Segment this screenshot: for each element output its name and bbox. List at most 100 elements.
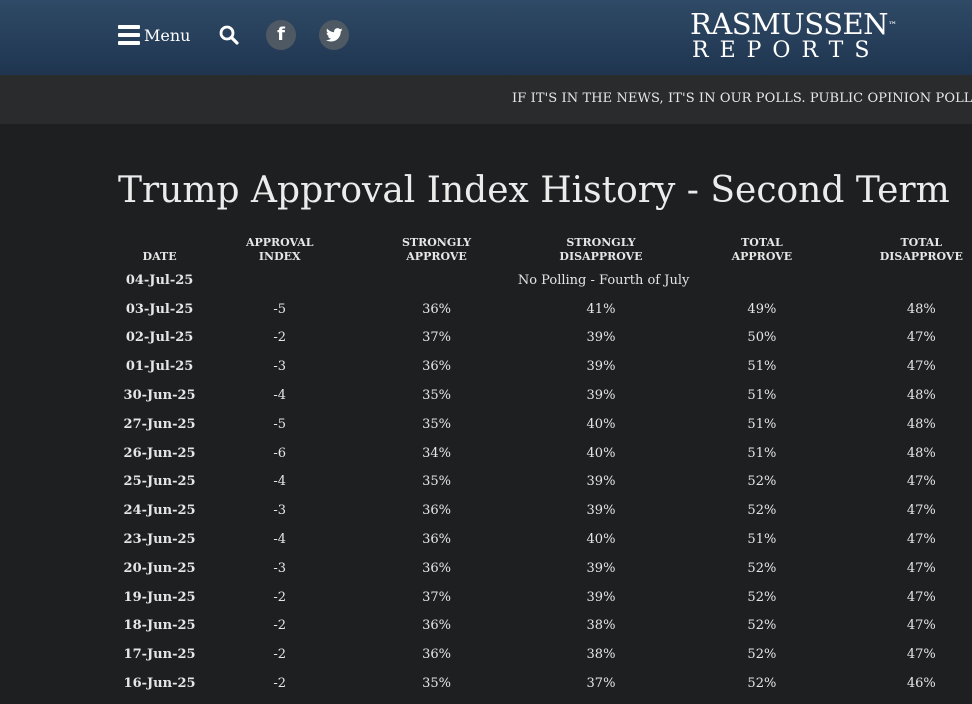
cell-strongly-disapprove: 39% [586, 560, 616, 576]
cell-date: 24-Jun-25 [123, 503, 196, 519]
cell-total-disapprove: 48% [906, 388, 936, 404]
table-header-row: DATE APPROVAL INDEX STRONGLY APPROVE STRONGLY… [100, 230, 972, 266]
column-header-total-disapprove: TOTAL DISAPPROVE [855, 230, 972, 266]
cell-date: 19-Jun-25 [123, 589, 196, 605]
cell-date: 25-Jun-25 [123, 474, 196, 490]
column-header-line2: INDEX [258, 250, 301, 263]
facebook-button[interactable]: f [266, 20, 296, 50]
cell-total-disapprove: 47% [906, 503, 936, 519]
twitter-button[interactable] [319, 20, 349, 50]
cell-total-approve: 51% [747, 445, 777, 461]
cell-strongly-approve: 36% [422, 301, 451, 317]
cell-date: 02-Jul-25 [125, 330, 194, 346]
column-header-strongly-approve: STRONGLY APPROVE [340, 230, 532, 266]
note-row-text: No Polling - Fourth of July [517, 272, 690, 288]
cell-total-approve: 52% [747, 560, 777, 576]
column-header-approval-index: APPROVAL INDEX [219, 230, 340, 266]
cell-approval-index: -6 [273, 445, 287, 461]
cell-approval-index: -3 [273, 503, 287, 519]
cell-approval-index: -4 [273, 474, 287, 490]
cell-approval-index: -2 [273, 647, 287, 663]
cell-strongly-approve: 35% [422, 676, 451, 692]
rasmussen-reports-logo[interactable]: RASMUSSEN™ REPORTS [690, 7, 897, 65]
cell-date: 03-Jul-25 [125, 301, 194, 317]
cell-strongly-approve: 36% [422, 618, 451, 634]
cell-date: 23-Jun-25 [123, 532, 196, 548]
cell-total-approve: 49% [747, 301, 777, 317]
table-row: 02-Jul-25 -2 37% 39% 50% 47% [100, 324, 972, 353]
cell-total-disapprove: 47% [906, 474, 936, 490]
cell-total-approve: 52% [747, 647, 777, 663]
cell-strongly-approve: 36% [422, 560, 451, 576]
note-row: 04-Jul-25 No Polling - Fourth of July [100, 266, 972, 295]
cell-approval-index: -2 [273, 589, 287, 605]
cell-strongly-disapprove: 38% [586, 647, 616, 663]
cell-approval-index: -2 [273, 676, 287, 692]
cell-total-disapprove: 46% [906, 676, 936, 692]
cell-date: 01-Jul-25 [125, 359, 194, 375]
cell-approval-index: -3 [273, 560, 287, 576]
table-row: 24-Jun-25 -3 36% 39% 52% 47% [100, 496, 972, 525]
cell-strongly-approve: 35% [422, 388, 451, 404]
cell-total-approve: 51% [747, 416, 777, 432]
column-header-line2: APPROVE [406, 250, 467, 263]
hamburger-icon [118, 25, 140, 45]
column-header-line1: TOTAL [741, 236, 783, 249]
column-header-total-approve: TOTAL APPROVE [669, 230, 854, 266]
column-header-line1: TOTAL [900, 236, 943, 249]
column-header-line2: DISAPPROVE [879, 250, 963, 263]
cell-strongly-disapprove: 39% [586, 589, 616, 605]
ticker-text: IF IT'S IN THE NEWS, IT'S IN OUR POLLS. … [512, 91, 972, 106]
logo-wordmark-top: RASMUSSEN™ [690, 7, 897, 41]
cell-strongly-approve: 36% [422, 503, 451, 519]
cell-strongly-approve: 36% [422, 647, 451, 663]
cell-strongly-disapprove: 39% [586, 359, 616, 375]
news-ticker: IF IT'S IN THE NEWS, IT'S IN OUR POLLS. … [0, 75, 972, 124]
column-header-line1: APPROVAL [245, 236, 314, 249]
cell-strongly-approve: 36% [422, 532, 451, 548]
cell-date: 18-Jun-25 [123, 618, 196, 634]
cell-total-disapprove: 47% [906, 589, 936, 605]
cell-strongly-disapprove: 39% [586, 503, 616, 519]
table-row: 30-Jun-25 -4 35% 39% 51% 48% [100, 381, 972, 410]
table-body: 04-Jul-25 No Polling - Fourth of July 03… [100, 266, 972, 698]
cell-total-approve: 52% [747, 618, 777, 634]
menu-button[interactable]: Menu [118, 22, 190, 48]
cell-approval-index: -5 [273, 416, 287, 432]
cell-total-approve: 52% [747, 503, 777, 519]
cell-date: 16-Jun-25 [123, 676, 196, 692]
cell-total-approve: 52% [747, 589, 777, 605]
cell-approval-index: -4 [273, 532, 287, 548]
column-header-line2: DISAPPROVE [559, 250, 643, 263]
table-row: 23-Jun-25 -4 36% 40% 51% 47% [100, 525, 972, 554]
cell-total-disapprove: 47% [906, 647, 936, 663]
cell-total-disapprove: 47% [906, 532, 936, 548]
table-row: 19-Jun-25 -2 37% 39% 52% 47% [100, 583, 972, 612]
cell-total-approve: 51% [747, 532, 777, 548]
cell-total-disapprove: 47% [906, 618, 936, 634]
cell-date: 30-Jun-25 [123, 388, 196, 404]
cell-date: 27-Jun-25 [123, 416, 196, 432]
cell-approval-index: -2 [273, 330, 287, 346]
column-header-line1: STRONGLY [566, 236, 636, 249]
table-row: 27-Jun-25 -5 35% 40% 51% 48% [100, 410, 972, 439]
table-row: 18-Jun-25 -2 36% 38% 52% 47% [100, 612, 972, 641]
column-header-line1: STRONGLY [401, 236, 472, 249]
table-row: 17-Jun-25 -2 36% 38% 52% 47% [100, 640, 972, 669]
cell-strongly-approve: 34% [422, 445, 451, 461]
cell-total-approve: 50% [747, 330, 777, 346]
cell-date: 17-Jun-25 [123, 647, 196, 663]
cell-strongly-approve: 37% [422, 330, 451, 346]
table-row: 25-Jun-25 -4 35% 39% 52% 47% [100, 468, 972, 497]
facebook-icon: f [277, 24, 285, 45]
table-row: 26-Jun-25 -6 34% 40% 51% 48% [100, 439, 972, 468]
table-row: 03-Jul-25 -5 36% 41% 49% 48% [100, 295, 972, 324]
cell-approval-index: -3 [273, 359, 287, 375]
cell-approval-index: -5 [273, 301, 287, 317]
column-header-line2: DATE [142, 250, 177, 263]
cell-total-approve: 51% [747, 359, 777, 375]
search-button[interactable] [214, 20, 244, 50]
column-header-strongly-disapprove: STRONGLY DISAPPROVE [533, 230, 669, 266]
cell-strongly-disapprove: 37% [586, 676, 616, 692]
cell-approval-index: -4 [273, 388, 287, 404]
